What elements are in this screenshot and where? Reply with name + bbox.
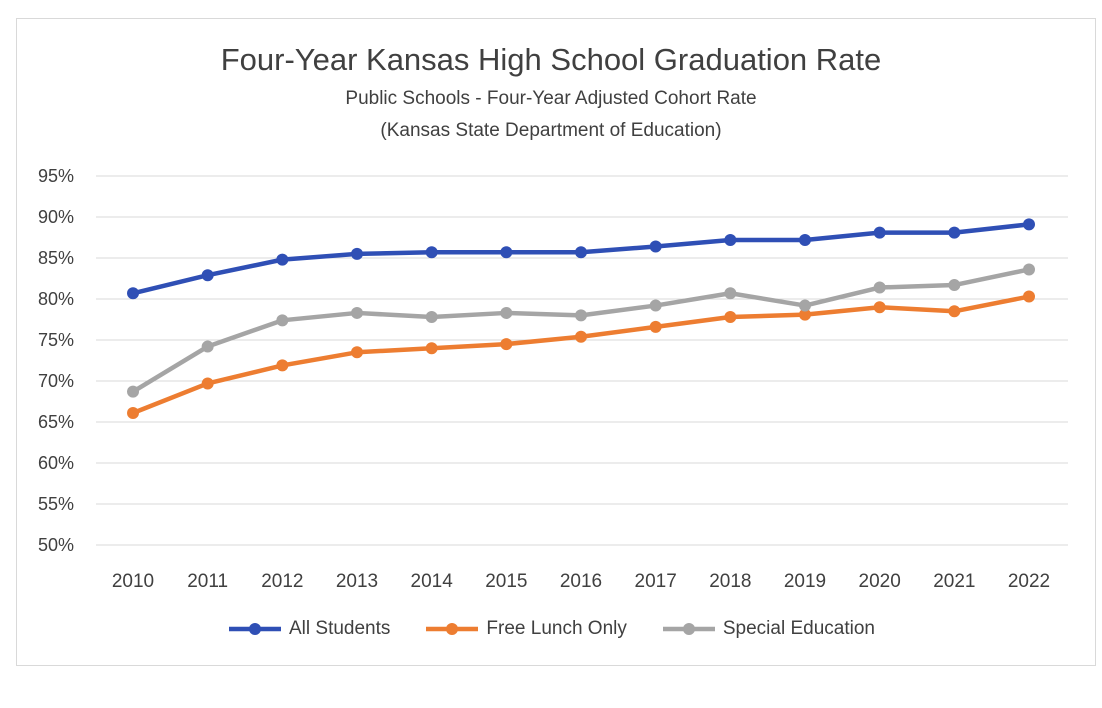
x-tick-label: 2017 (635, 571, 677, 592)
data-point-special-education (425, 311, 438, 324)
chart-frame (16, 18, 1096, 666)
data-point-special-education (799, 299, 811, 312)
data-point-free-lunch-only (127, 406, 139, 419)
data-point-free-lunch-only (425, 342, 438, 355)
chart-source: (Kansas State Department of Education) (380, 120, 722, 141)
data-point-special-education (948, 279, 961, 292)
legend-label: Free Lunch Only (486, 618, 627, 639)
legend: All Students Free Lunch Only Special Educa… (0, 618, 1102, 640)
data-point-special-education (201, 340, 214, 353)
x-tick-label: 2012 (261, 571, 303, 592)
y-tick-label: 65% (38, 412, 74, 432)
legend-label: All Students (289, 618, 391, 639)
legend-item-all-students: All Students (227, 618, 390, 640)
data-point-all-students (127, 287, 139, 300)
y-tick-label: 55% (38, 494, 74, 514)
data-point-special-education (500, 306, 513, 319)
data-point-free-lunch-only (575, 330, 587, 343)
data-point-all-students (724, 233, 737, 246)
y-tick-label: 95% (38, 166, 74, 186)
data-point-special-education (1023, 263, 1035, 276)
y-tick-label: 80% (38, 289, 74, 309)
data-point-all-students (799, 233, 811, 246)
data-point-special-education (127, 385, 139, 398)
data-point-free-lunch-only (724, 311, 737, 324)
data-point-free-lunch-only (649, 320, 662, 333)
y-tick-label: 85% (38, 248, 74, 268)
data-point-all-students (873, 226, 886, 239)
data-point-all-students (1023, 218, 1035, 231)
y-tick-label: 70% (38, 371, 74, 391)
data-point-special-education (575, 309, 587, 322)
data-point-free-lunch-only (351, 346, 363, 359)
x-tick-label: 2010 (112, 571, 154, 592)
data-point-all-students (425, 246, 438, 259)
data-point-free-lunch-only (201, 377, 214, 390)
y-tick-label: 50% (38, 535, 74, 555)
data-point-free-lunch-only (276, 359, 289, 372)
data-point-special-education (649, 299, 662, 312)
y-tick-label: 90% (38, 207, 74, 227)
data-point-special-education (276, 314, 289, 327)
series-line-all-students (132, 222, 1030, 296)
data-point-all-students (500, 246, 513, 259)
legend-swatch-free-lunch-only (426, 623, 479, 635)
x-tick-label: 2015 (485, 571, 527, 592)
data-point-free-lunch-only (948, 305, 961, 318)
data-point-all-students (649, 240, 662, 253)
data-point-special-education (724, 287, 737, 300)
data-point-special-education (351, 306, 363, 319)
data-point-all-students (201, 269, 214, 282)
data-point-all-students (575, 246, 587, 259)
x-tick-label: 2020 (859, 571, 901, 592)
legend-item-free-lunch-only: Free Lunch Only (424, 618, 627, 640)
legend-swatch-special-education (662, 623, 715, 635)
series-line-special-education (131, 267, 1030, 394)
x-tick-label: 2021 (933, 571, 975, 592)
legend-label: Special Education (722, 618, 875, 639)
data-point-free-lunch-only (500, 338, 513, 351)
data-point-free-lunch-only (799, 308, 811, 321)
x-tick-label: 2011 (187, 571, 228, 592)
x-tick-label: 2022 (1008, 571, 1050, 592)
data-point-all-students (948, 226, 961, 239)
legend-item-special-education: Special Education (661, 618, 875, 640)
data-point-free-lunch-only (1023, 290, 1035, 303)
x-tick-label: 2016 (560, 571, 602, 592)
data-point-all-students (351, 247, 363, 260)
x-tick-label: 2018 (709, 571, 751, 592)
legend-swatch-all-students (229, 623, 281, 635)
chart-subtitle: Public Schools - Four-Year Adjusted Coho… (345, 88, 757, 109)
x-tick-label: 2014 (411, 571, 454, 592)
data-point-all-students (276, 253, 289, 266)
y-tick-label: 75% (38, 330, 74, 350)
chart-title: Four-Year Kansas High School Graduation … (220, 42, 882, 77)
data-point-special-education (873, 281, 886, 294)
x-tick-label: 2013 (336, 571, 378, 592)
y-tick-label: 60% (38, 453, 74, 473)
x-tick-label: 2019 (784, 571, 826, 592)
data-point-free-lunch-only (873, 301, 886, 314)
